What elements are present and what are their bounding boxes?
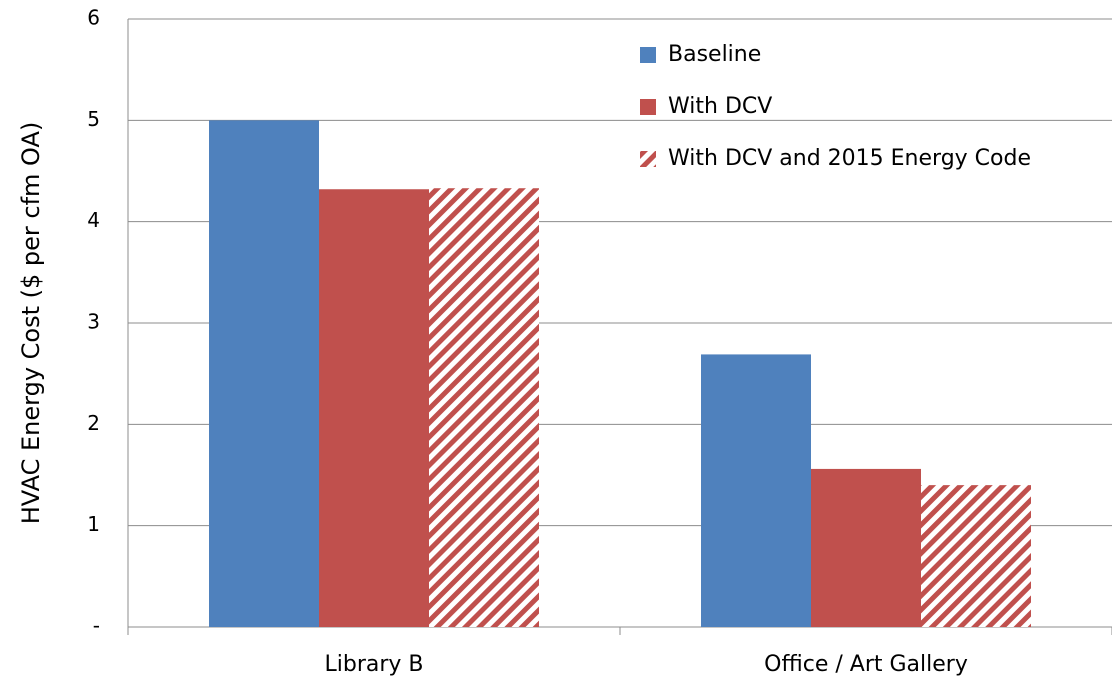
x-tick-label: Library B (324, 652, 423, 677)
bar (701, 354, 811, 627)
bar (921, 485, 1031, 627)
y-tick-label: 2 (87, 411, 100, 435)
legend-label: With DCV (668, 94, 772, 119)
legend-swatch (640, 99, 656, 115)
x-tick-label: Office / Art Gallery (764, 652, 968, 677)
bar (811, 468, 921, 627)
y-tick-label: 4 (87, 208, 100, 232)
y-tick-label: 5 (87, 107, 100, 131)
bar (319, 189, 429, 628)
y-tick-label: 3 (87, 310, 100, 334)
legend-label: Baseline (668, 42, 761, 67)
legend-swatch (640, 47, 656, 63)
bar (429, 188, 539, 627)
bar (209, 120, 319, 627)
legend-swatch (640, 151, 656, 167)
y-tick-label: 6 (87, 6, 100, 30)
y-tick-label: 1 (87, 512, 100, 536)
y-tick-label: - (93, 614, 100, 638)
y-axis-label: HVAC Energy Cost ($ per cfm OA) (17, 122, 45, 525)
legend-label: With DCV and 2015 Energy Code (668, 146, 1031, 171)
